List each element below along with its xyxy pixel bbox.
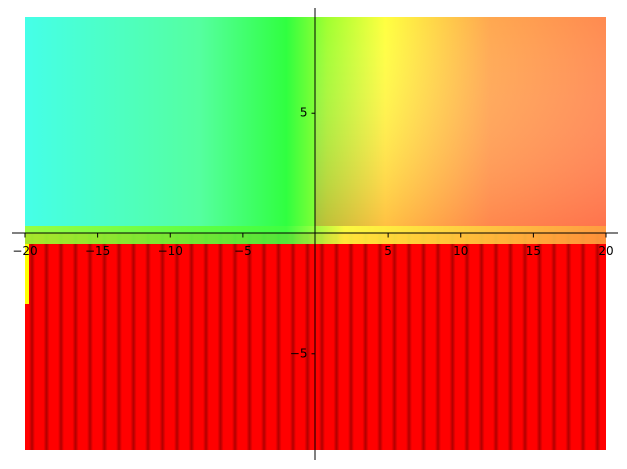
x-tick-label: −20 (12, 244, 37, 258)
x-tick-label: −10 (158, 244, 183, 258)
y-tick-label: −5 (290, 346, 308, 360)
x-tick-label: −5 (234, 244, 252, 258)
x-tick-label: 5 (384, 244, 392, 258)
x-tick-label: −15 (85, 244, 110, 258)
y-tick-label: 5 (300, 106, 308, 120)
x-tick-label: 10 (453, 244, 468, 258)
x-tick-label: 20 (598, 244, 613, 258)
x-tick-label: 15 (526, 244, 541, 258)
